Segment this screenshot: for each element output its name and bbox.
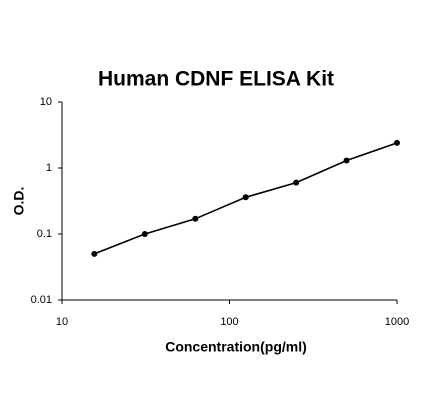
data-point (293, 179, 300, 186)
y-tick-label: 0.1 (37, 228, 52, 240)
data-point (343, 157, 350, 164)
y-tick-label: 0.01 (31, 294, 52, 306)
data-point (141, 231, 148, 237)
data-point (242, 194, 249, 201)
chart-title: Human CDNF ELISA Kit (98, 68, 334, 91)
y-tick-label: 10 (40, 96, 52, 108)
y-axis-label: O.D. (11, 187, 27, 216)
data-point (394, 139, 400, 146)
data-point (192, 215, 199, 222)
x-tick-label: 1000 (385, 316, 409, 328)
x-tick-label: 10 (56, 316, 68, 328)
x-tick-label: 100 (220, 316, 238, 328)
data-point (91, 250, 98, 257)
x-axis-label: Concentration(pg/ml) (165, 339, 307, 355)
y-tick-label: 1 (46, 162, 52, 174)
